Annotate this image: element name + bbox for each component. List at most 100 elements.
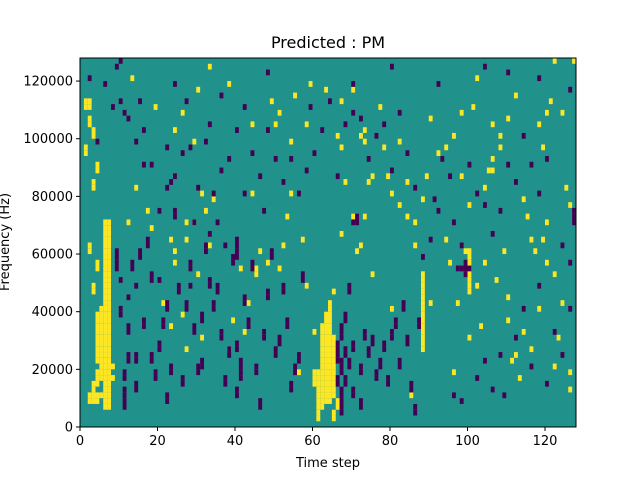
heatmap-cell-low xyxy=(165,398,170,404)
heatmap-cell-high xyxy=(378,104,383,110)
heatmap-cell-high xyxy=(103,317,108,324)
heatmap-cell-low xyxy=(196,363,201,370)
heatmap-cell-low xyxy=(374,369,379,376)
heatmap-cell-high xyxy=(324,369,329,376)
heatmap-cell-low xyxy=(165,305,170,312)
heatmap-cell-high xyxy=(397,138,402,145)
heatmap-cell-high xyxy=(331,375,336,381)
heatmap-cell-low xyxy=(223,242,228,249)
heatmap-cell-high xyxy=(95,392,100,399)
heatmap-cell-low xyxy=(355,219,360,226)
heatmap-cell-high xyxy=(331,340,336,347)
y-axis-ticks: 0 20000 40000 60000 80000 100000 120000 xyxy=(23,75,80,436)
heatmap-cell-low xyxy=(312,150,317,157)
heatmap-cell-high xyxy=(498,144,503,151)
heatmap-cell-high xyxy=(111,363,115,370)
heatmap-cell-high xyxy=(335,398,340,404)
heatmap-cell-high xyxy=(250,190,255,197)
heatmap-cell-low xyxy=(568,259,573,266)
heatmap-cell-low xyxy=(258,398,263,404)
heatmap-cell-high xyxy=(324,357,329,364)
heatmap-cell-high xyxy=(331,392,336,399)
heatmap-cell-high xyxy=(514,352,518,358)
heatmap-cell-high xyxy=(95,167,100,174)
heatmap-cell-low xyxy=(246,323,251,329)
heatmap-cell-low xyxy=(192,323,197,329)
heatmap-cell-high xyxy=(103,282,108,289)
heatmap-cell-low xyxy=(180,380,185,387)
heatmap-cell-high xyxy=(103,369,108,376)
heatmap-cell-high xyxy=(87,242,92,249)
heatmap-cell-high xyxy=(529,236,534,243)
heatmap-cell-low xyxy=(552,328,557,335)
heatmap-cell-low xyxy=(351,386,356,393)
heatmap-cell-high xyxy=(421,334,425,341)
heatmap-cell-high xyxy=(173,259,177,266)
heatmap-cell-high xyxy=(91,179,96,185)
heatmap-cell-low xyxy=(537,75,542,82)
heatmap-cell-low xyxy=(300,271,305,278)
heatmap-cell-low xyxy=(545,380,549,387)
heatmap-cell-low xyxy=(219,328,224,335)
heatmap-cell-high xyxy=(351,86,356,93)
heatmap-cell-low xyxy=(339,363,344,370)
heatmap-cell-high xyxy=(169,236,174,243)
heatmap-cell-low xyxy=(169,179,174,185)
heatmap-cell-high xyxy=(320,357,325,364)
heatmap-cell-low xyxy=(537,190,542,197)
heatmap-cell-low xyxy=(184,300,189,306)
heatmap-cell-low xyxy=(254,369,259,376)
heatmap-cell-low xyxy=(254,363,259,370)
heatmap-cell-low xyxy=(529,363,534,370)
heatmap-cell-high xyxy=(331,369,336,376)
heatmap-cell-high xyxy=(421,346,425,353)
heatmap-cell-high xyxy=(99,357,104,364)
heatmap-cell-high xyxy=(475,75,480,82)
heatmap-cell-high xyxy=(95,380,100,387)
heatmap-cell-low xyxy=(273,346,278,353)
heatmap-cell-high xyxy=(99,369,104,376)
heatmap-cell-high xyxy=(192,138,197,145)
heatmap-cell-high xyxy=(312,375,317,381)
heatmap-cell-high xyxy=(328,352,332,358)
heatmap-cell-high xyxy=(444,144,449,151)
heatmap-cell-low xyxy=(238,375,243,381)
heatmap-cell-low xyxy=(188,144,193,151)
heatmap-cell-low xyxy=(409,386,414,393)
heatmap-cell-low xyxy=(351,340,356,347)
heatmap-cell-high xyxy=(99,317,104,324)
heatmap-cell-low xyxy=(409,380,414,387)
heatmap-cell-high xyxy=(91,184,96,191)
heatmap-cell-high xyxy=(552,271,557,278)
heatmap-cell-high xyxy=(180,109,185,116)
heatmap-cell-low xyxy=(339,398,344,404)
heatmap-cell-low xyxy=(432,196,437,203)
heatmap-cell-low xyxy=(122,109,127,116)
heatmap-cell-low xyxy=(277,334,282,341)
heatmap-cell-high xyxy=(455,300,460,306)
heatmap-cell-high xyxy=(362,213,367,220)
heatmap-cell-low xyxy=(506,69,511,76)
heatmap-cell-low xyxy=(463,271,468,278)
heatmap-cell-low xyxy=(95,138,100,145)
heatmap-cell-low xyxy=(204,138,208,145)
heatmap-cell-high xyxy=(331,409,336,416)
heatmap-cell-low xyxy=(138,98,143,105)
heatmap-cell-high xyxy=(107,334,112,341)
heatmap-cell-high xyxy=(107,380,112,387)
heatmap-cell-low xyxy=(173,207,177,214)
heatmap-cell-low xyxy=(281,179,286,185)
heatmap-cell-low xyxy=(157,346,162,353)
heatmap-cell-low xyxy=(219,334,224,341)
heatmap-cell-high xyxy=(153,104,158,110)
y-tick-label: 40000 xyxy=(32,305,73,320)
heatmap-cell-high xyxy=(529,346,534,353)
heatmap-cell-low xyxy=(235,248,239,255)
heatmap-cell-low xyxy=(176,288,181,295)
heatmap-cell-low xyxy=(176,282,181,289)
heatmap-cell-high xyxy=(126,219,131,226)
heatmap-cell-high xyxy=(103,248,108,255)
heatmap-cell-low xyxy=(297,357,301,364)
heatmap-cell-low xyxy=(266,69,270,76)
heatmap-cell-high xyxy=(370,173,375,180)
